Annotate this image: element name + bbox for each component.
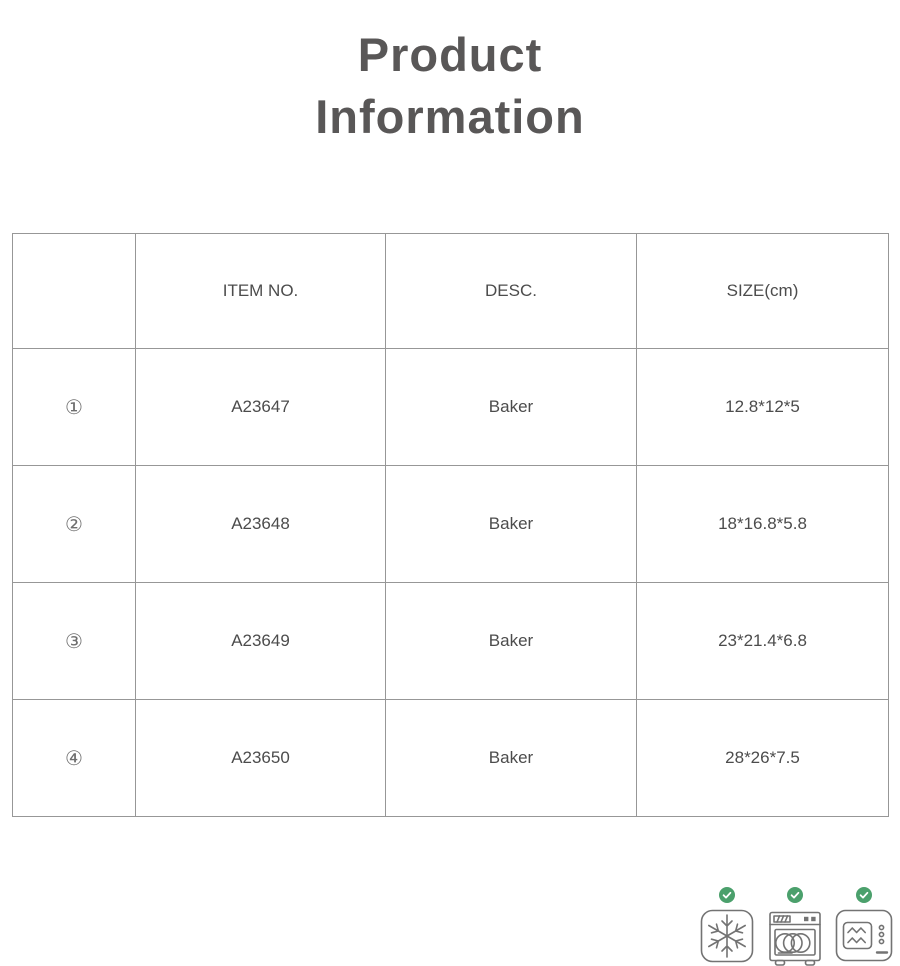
row-desc: Baker [385, 465, 637, 583]
page-title-line2: Information [315, 90, 585, 143]
feature-icons [700, 887, 893, 966]
feature-dishwasher-safe [768, 887, 822, 966]
row-desc: Baker [385, 582, 637, 700]
row-item-no: A23650 [135, 699, 386, 817]
row-item-no: A23648 [135, 465, 386, 583]
feature-freezer-safe [700, 887, 754, 963]
product-info-table: ITEM NO. DESC. SIZE(cm) ① A23647 Baker 1… [12, 233, 889, 817]
table-row: ④ A23650 Baker 28*26*7.5 [12, 699, 889, 817]
table-row: ③ A23649 Baker 23*21.4*6.8 [12, 582, 889, 700]
table-row: ② A23648 Baker 18*16.8*5.8 [12, 465, 889, 583]
row-index: ① [12, 348, 136, 466]
row-size: 12.8*12*5 [636, 348, 889, 466]
dishwasher-icon [768, 911, 821, 966]
row-index: ④ [12, 699, 136, 817]
row-desc: Baker [385, 348, 637, 466]
row-index: ② [12, 465, 136, 583]
row-item-no: A23647 [135, 348, 386, 466]
row-size: 28*26*7.5 [636, 699, 889, 817]
row-size: 23*21.4*6.8 [636, 582, 889, 700]
check-icon [719, 887, 735, 903]
table-row: ① A23647 Baker 12.8*12*5 [12, 348, 889, 466]
page-title-line1: Product [357, 28, 543, 81]
check-icon [856, 887, 872, 903]
row-index: ③ [12, 582, 136, 700]
header-desc: DESC. [385, 233, 637, 349]
row-size: 18*16.8*5.8 [636, 465, 889, 583]
freezer-icon [700, 909, 754, 963]
row-desc: Baker [385, 699, 637, 817]
feature-microwave-safe [835, 887, 893, 962]
table-header-row: ITEM NO. DESC. SIZE(cm) [12, 233, 889, 349]
header-size: SIZE(cm) [636, 233, 889, 349]
header-item-no: ITEM NO. [135, 233, 386, 349]
check-icon [786, 887, 803, 903]
row-item-no: A23649 [135, 582, 386, 700]
header-blank [12, 233, 136, 349]
page-title: Product Information [0, 24, 900, 148]
microwave-icon [835, 909, 893, 962]
